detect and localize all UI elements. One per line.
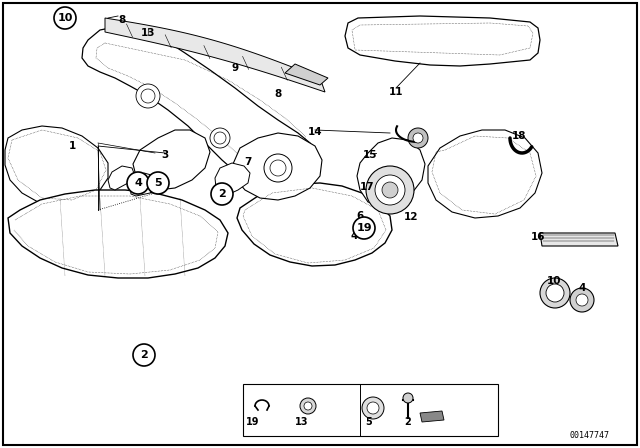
Circle shape — [54, 7, 76, 29]
Text: 19: 19 — [246, 417, 260, 427]
Polygon shape — [540, 233, 618, 246]
Text: 8: 8 — [275, 89, 282, 99]
Text: 11: 11 — [388, 87, 403, 97]
Text: 18: 18 — [512, 131, 526, 141]
FancyBboxPatch shape — [243, 384, 498, 436]
Text: 2: 2 — [140, 350, 148, 360]
Circle shape — [382, 182, 398, 198]
Text: 6: 6 — [356, 211, 364, 221]
Text: 10: 10 — [547, 276, 561, 286]
Circle shape — [127, 172, 149, 194]
Circle shape — [264, 154, 292, 182]
Text: 4: 4 — [134, 178, 142, 188]
FancyBboxPatch shape — [3, 3, 637, 445]
Text: 16: 16 — [531, 232, 545, 242]
Circle shape — [413, 133, 423, 143]
Text: 13: 13 — [295, 417, 308, 427]
Text: 2: 2 — [404, 417, 412, 427]
Text: 15: 15 — [363, 150, 377, 160]
Circle shape — [270, 160, 286, 176]
Circle shape — [362, 397, 384, 419]
Polygon shape — [345, 16, 540, 66]
Polygon shape — [420, 411, 444, 422]
Polygon shape — [215, 163, 250, 196]
Text: 7: 7 — [244, 157, 252, 167]
Circle shape — [353, 217, 375, 239]
Polygon shape — [108, 166, 135, 190]
Polygon shape — [130, 173, 158, 196]
Text: 10: 10 — [58, 13, 73, 23]
Text: 17: 17 — [360, 182, 374, 192]
Circle shape — [133, 344, 155, 366]
Circle shape — [366, 166, 414, 214]
Polygon shape — [233, 133, 322, 200]
Text: 00147747: 00147747 — [570, 431, 610, 440]
Circle shape — [403, 393, 413, 403]
Text: 8: 8 — [118, 15, 125, 25]
Polygon shape — [285, 64, 328, 85]
Circle shape — [304, 402, 312, 410]
Circle shape — [367, 402, 379, 414]
Polygon shape — [428, 130, 542, 218]
Polygon shape — [5, 126, 108, 206]
Text: 4: 4 — [350, 231, 358, 241]
Circle shape — [136, 84, 160, 108]
Circle shape — [214, 132, 226, 144]
Text: 9: 9 — [232, 63, 239, 73]
Circle shape — [576, 294, 588, 306]
Circle shape — [141, 89, 155, 103]
Circle shape — [211, 183, 233, 205]
Polygon shape — [133, 130, 210, 190]
Polygon shape — [82, 26, 318, 188]
Polygon shape — [237, 183, 392, 266]
Text: 12: 12 — [404, 212, 419, 222]
Text: 5: 5 — [365, 417, 372, 427]
Circle shape — [570, 288, 594, 312]
Circle shape — [540, 278, 570, 308]
Circle shape — [375, 175, 405, 205]
Text: 19: 19 — [356, 223, 372, 233]
Circle shape — [210, 128, 230, 148]
Circle shape — [147, 172, 169, 194]
Text: 4: 4 — [579, 283, 586, 293]
Polygon shape — [357, 138, 425, 206]
Polygon shape — [105, 18, 325, 92]
Circle shape — [300, 398, 316, 414]
Text: 14: 14 — [308, 127, 323, 137]
Text: 2: 2 — [218, 189, 226, 199]
Circle shape — [546, 284, 564, 302]
Text: 13: 13 — [141, 28, 156, 38]
Text: 1: 1 — [68, 141, 76, 151]
Polygon shape — [8, 190, 228, 278]
Text: 3: 3 — [161, 150, 168, 160]
Circle shape — [408, 128, 428, 148]
Circle shape — [247, 152, 263, 168]
Text: 5: 5 — [154, 178, 162, 188]
